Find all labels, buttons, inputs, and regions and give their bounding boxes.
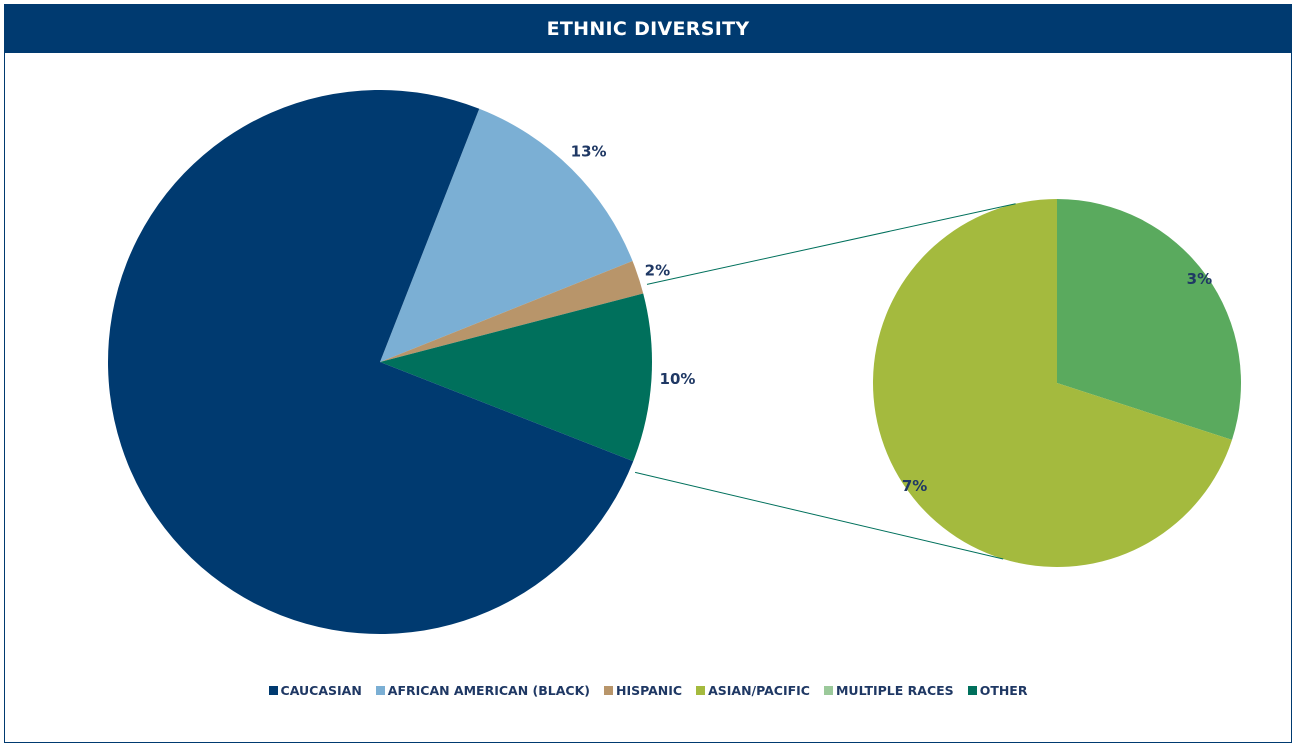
- legend-label-asian-pacific: ASIAN/PACIFIC: [708, 683, 810, 698]
- secondary-pie-label-multiple-races: 3%: [1187, 270, 1212, 288]
- main-pie-label-african-american-black: 13%: [571, 143, 607, 161]
- legend-swatch-asian-pacific: [696, 686, 706, 695]
- legend-swatch-other: [967, 686, 977, 695]
- legend-swatch-multiple-races: [823, 686, 833, 695]
- legend-item-caucasian: CAUCASIAN: [268, 683, 362, 698]
- legend-item-multiple-races: MULTIPLE RACES: [823, 683, 954, 698]
- main-pie-slice-hispanic: [380, 260, 644, 362]
- legend-label-other: OTHER: [979, 683, 1028, 698]
- main-pie-label-other: 10%: [660, 370, 696, 388]
- connector-line-top: [646, 203, 1016, 285]
- legend-swatch-caucasian: [268, 686, 278, 695]
- legend-label-hispanic: HISPANIC: [615, 683, 683, 698]
- secondary-pie-slice-asian-pacific: [872, 198, 1232, 567]
- main-pie-slice-african-american-black: [380, 108, 633, 362]
- legend: CAUCASIAN AFRICAN AMERICAN (BLACK) HISPANI…: [0, 683, 1296, 698]
- legend-item-hispanic: HISPANIC: [603, 683, 683, 698]
- legend-label-caucasian: CAUCASIAN: [280, 683, 362, 698]
- connector-line-bottom: [634, 471, 1004, 560]
- secondary-pie-slice-multiple-races: [1057, 199, 1241, 440]
- main-pie-label-hispanic: 2%: [645, 261, 670, 279]
- secondary-pie-label-asian-pacific: 7%: [902, 477, 927, 495]
- legend-label-multiple-races: MULTIPLE RACES: [835, 683, 954, 698]
- main-pie-slice-other: [380, 293, 653, 462]
- legend-swatch-african-american-black: [375, 686, 385, 695]
- chart-title: ETHNIC DIVERSITY: [5, 5, 1291, 53]
- legend-item-other: OTHER: [967, 683, 1028, 698]
- legend-swatch-hispanic: [603, 686, 613, 695]
- legend-item-asian-pacific: ASIAN/PACIFIC: [696, 683, 810, 698]
- legend-item-african-american-black: AFRICAN AMERICAN (BLACK): [375, 683, 590, 698]
- main-pie-slice-caucasian: [108, 89, 634, 634]
- legend-label-african-american-black: AFRICAN AMERICAN (BLACK): [387, 683, 590, 698]
